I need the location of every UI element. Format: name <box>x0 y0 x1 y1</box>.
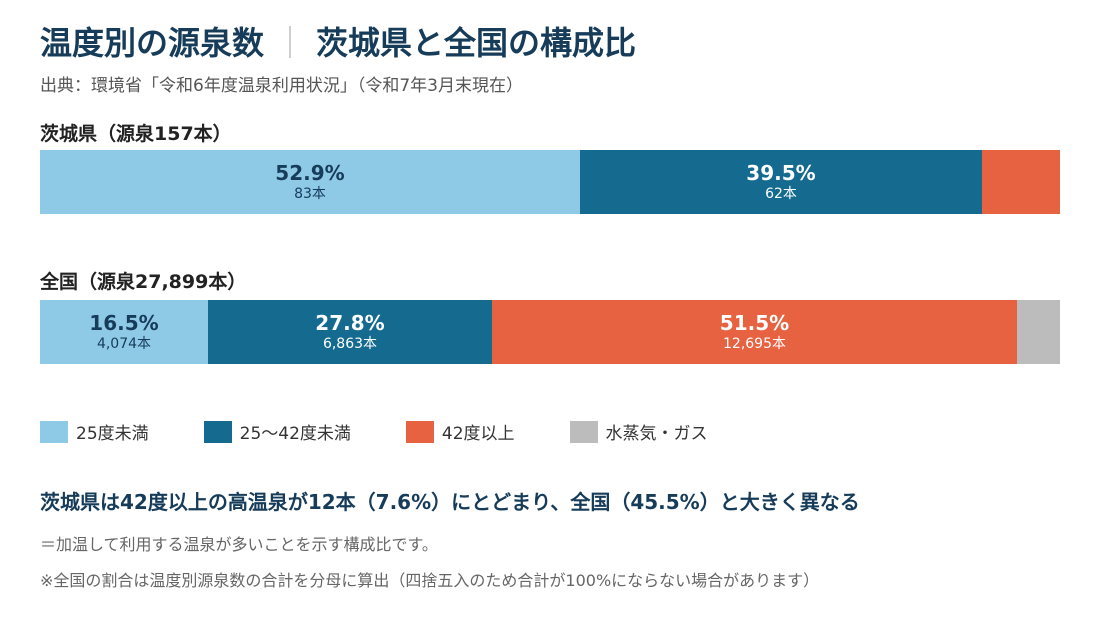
note-rounding: ※全国の割合は温度別源泉数の合計を分母に算出（四捨五入のため合計が100%になら… <box>40 571 820 590</box>
bar-segment-national-below25 <box>40 300 208 364</box>
legend-swatch-below25 <box>40 420 68 443</box>
bar-national: 16.5% 4,074本 27.8% 6,863本 51.5% 12,695本 <box>40 300 1060 364</box>
legend-label-steam-gas: 水蒸気・ガス <box>605 424 708 444</box>
segment-label-25-42: 39.5% 62本 <box>580 150 982 214</box>
note-heating: ＝加温して利用する温泉が多いことを示す構成比です。 <box>40 535 438 554</box>
bar-segment-national-over42 <box>492 300 1017 364</box>
segment-count-label: 62本 <box>765 186 797 202</box>
legend-label-below25: 25度未満 <box>76 424 149 444</box>
bar-segment-ibaraki-over42 <box>982 150 1060 214</box>
legend-item-steam-gas: 水蒸気・ガス <box>569 419 708 444</box>
source-note: 出典：環境省「令和6年度温泉利用状況」（令和7年3月末現在） <box>40 76 523 96</box>
legend-swatch-over42 <box>405 420 434 443</box>
segment-percent-label: 52.9% <box>275 161 345 185</box>
legend-item-over42: 42度以上 <box>405 419 515 444</box>
legend-item-25-42: 25〜42度未満 <box>203 419 351 444</box>
legend-label-over42: 42度以上 <box>441 424 515 444</box>
segment-percent-label: 39.5% <box>746 161 816 185</box>
title-separator: ｜ <box>274 24 307 62</box>
segment-count-label: 83本 <box>294 186 326 202</box>
bar-ibaraki: 52.9% 83本 39.5% 62本 <box>40 150 1060 214</box>
segment-label-over42: 51.5% 12,695本 <box>492 300 1017 364</box>
segment-percent-label: 27.8% <box>315 311 385 335</box>
legend-swatch-25-42 <box>203 420 232 443</box>
page-title: 温度別の源泉数｜茨城県と全国の構成比 <box>40 18 636 64</box>
conclusion-text: 茨城県は42度以上の高温泉が12本（7.6%）にとどまり、全国（45.5%）と大… <box>40 490 860 514</box>
title-right: 茨城県と全国の構成比 <box>316 24 637 62</box>
bar-label-ibaraki: 茨城県（源泉157本） <box>40 123 232 145</box>
segment-label-below25: 52.9% 83本 <box>40 150 580 214</box>
bar-segment-ibaraki-below25 <box>40 150 580 214</box>
segment-count-label: 12,695本 <box>723 336 786 352</box>
segment-label-25-42: 27.8% 6,863本 <box>208 300 492 364</box>
bar-label-national: 全国（源泉27,899本） <box>40 271 247 293</box>
segment-label-below25: 16.5% 4,074本 <box>40 300 208 364</box>
segment-count-label: 6,863本 <box>322 336 378 352</box>
legend-swatch-steam-gas <box>569 420 598 443</box>
title-left: 温度別の源泉数 <box>40 24 265 62</box>
legend-label-25-42: 25〜42度未満 <box>239 424 351 444</box>
bar-segment-ibaraki-25-42 <box>580 150 982 214</box>
legend: 25度未満 25〜42度未満 42度以上 水蒸気・ガス <box>40 419 763 444</box>
segment-percent-label: 51.5% <box>719 311 790 335</box>
segment-count-label: 4,074本 <box>96 336 152 352</box>
legend-item-below25: 25度未満 <box>40 419 149 444</box>
segment-percent-label: 16.5% <box>89 311 159 335</box>
bar-segment-national-25-42 <box>208 300 492 364</box>
bar-segment-national-steam-gas <box>1017 300 1060 364</box>
